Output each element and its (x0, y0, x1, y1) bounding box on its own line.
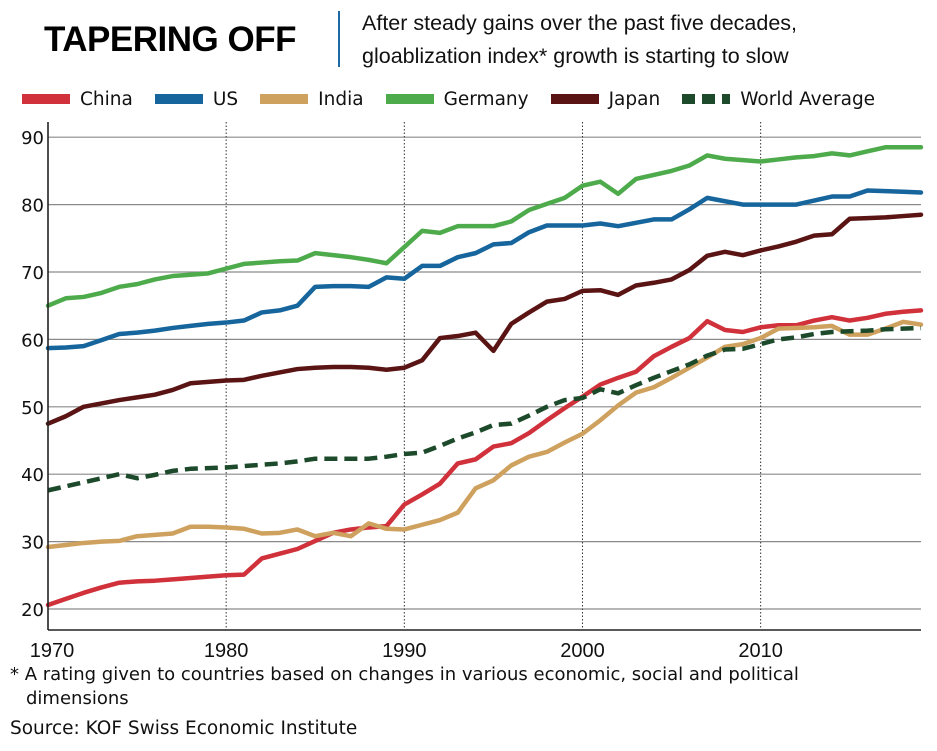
y-tick-label-90: 90 (21, 128, 44, 149)
y-tick-label-80: 80 (21, 196, 44, 217)
legend-swatch-germany (385, 94, 434, 104)
chart-title: TAPERING OFF (44, 20, 296, 59)
subtitle-line-1: After steady gains over the past five de… (362, 11, 798, 35)
legend-item-japan: Japan (550, 88, 661, 110)
axis-layer: 20 30 40 50 60 70 80 90 1970 1980 1990 2000 2010 (21, 122, 921, 662)
legend-label-world-average: World Average (740, 88, 876, 110)
y-tick-label-40: 40 (21, 465, 44, 486)
legend-label-india: India (318, 88, 364, 110)
footnote-line-1: * A rating given to countries based on c… (10, 664, 799, 685)
source-note: Source: KOF Swiss Economic Institute (10, 718, 358, 739)
chart-subtitle: After steady gains over the past five de… (362, 7, 797, 73)
series-line-world-average (47, 325, 922, 493)
y-tick-label-60: 60 (21, 330, 44, 351)
series-line-us (45, 188, 924, 351)
y-tick-label-50: 50 (21, 398, 44, 419)
series-line-germany (45, 145, 924, 308)
legend-swatch-china (22, 94, 70, 104)
legend-label-china: China (80, 88, 133, 110)
legend-swatch-japan (550, 94, 599, 104)
grid-layer (48, 122, 921, 630)
title-divider (338, 11, 340, 67)
series-line-japan (45, 212, 924, 426)
y-tick-label-70: 70 (21, 263, 44, 284)
legend-item-us: US (154, 88, 239, 110)
legend-swatch-world-average (682, 94, 731, 104)
series-line-india (45, 319, 924, 550)
subtitle-line-2: gloablization index* growth is starting … (362, 44, 789, 68)
legend-item-india: India (260, 88, 364, 110)
y-tick-label-20: 20 (21, 600, 44, 621)
x-tick-label-1970: 1970 (30, 640, 75, 662)
legend-label-us: US (212, 88, 239, 110)
footnote: * A rating given to countries based on c… (10, 663, 925, 711)
x-tick-label-2000: 2000 (560, 640, 605, 662)
legend-swatch-us (154, 94, 203, 104)
legend-swatch-india (260, 94, 309, 104)
y-tick-label-30: 30 (21, 533, 44, 554)
series-line-china (45, 308, 924, 608)
legend-item-germany: Germany (385, 88, 529, 110)
footnote-line-2: dimensions (26, 688, 129, 709)
chart-legend: China US India Germany Japan World Avera… (22, 86, 875, 112)
legend-item-world-average: World Average (682, 89, 875, 110)
x-tick-label-1990: 1990 (382, 640, 427, 662)
x-tick-label-1980: 1980 (204, 640, 249, 662)
series-layer (45, 145, 924, 608)
x-tick-label-2010: 2010 (738, 640, 783, 662)
legend-item-china: China (22, 89, 133, 110)
legend-label-germany: Germany (443, 88, 529, 110)
legend-label-japan: Japan (608, 88, 661, 110)
